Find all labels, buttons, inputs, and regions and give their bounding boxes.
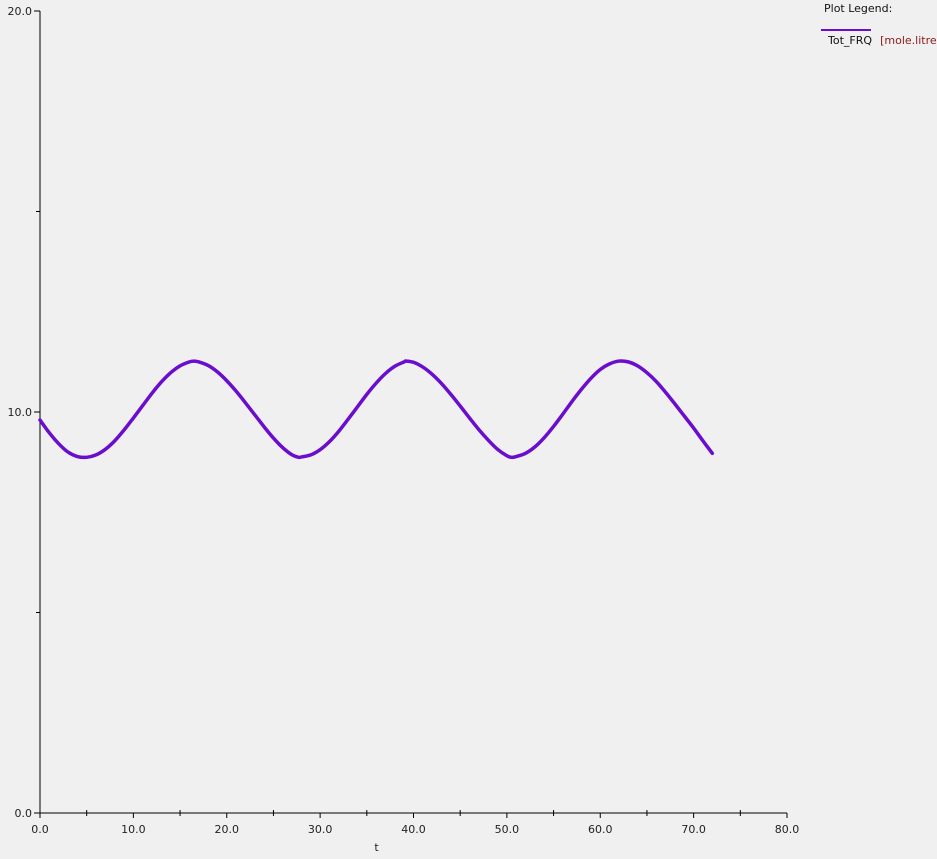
y-tick-label: 20.0 [8,5,33,18]
x-tick-label: 20.0 [215,823,240,836]
axes [39,11,787,814]
legend-entry-tot-frq: Tot_FRQ [mole.litre⁻¹] [827,29,937,48]
x-tick-label: 70.0 [681,823,706,836]
x-tick-label: 40.0 [401,823,426,836]
legend-series-unit: [mole.litre⁻¹] [880,34,937,47]
x-ticks: 0.0 10.0 20.0 30.0 40.0 50.0 60.0 70.0 80.0 [31,810,799,836]
series-layer [38,359,715,460]
legend-series-name: Tot_FRQ [827,34,872,47]
x-tick-label: 30.0 [308,823,333,836]
x-tick-label: 0.0 [31,823,49,836]
x-tick-label: 10.0 [121,823,146,836]
y-tick-label: 10.0 [8,406,33,419]
legend-title: Plot Legend: [824,2,892,15]
series-line-tot-frq [38,359,715,460]
y-ticks: 0.0 10.0 20.0 [8,5,40,820]
y-tick-label: 0.0 [15,807,33,820]
x-tick-label: 50.0 [495,823,520,836]
x-tick-label: 60.0 [588,823,613,836]
plot-legend: Plot Legend: Tot_FRQ [mole.litre⁻¹] [821,2,937,48]
x-axis-label: t [374,841,379,854]
x-tick-label: 80.0 [775,823,800,836]
